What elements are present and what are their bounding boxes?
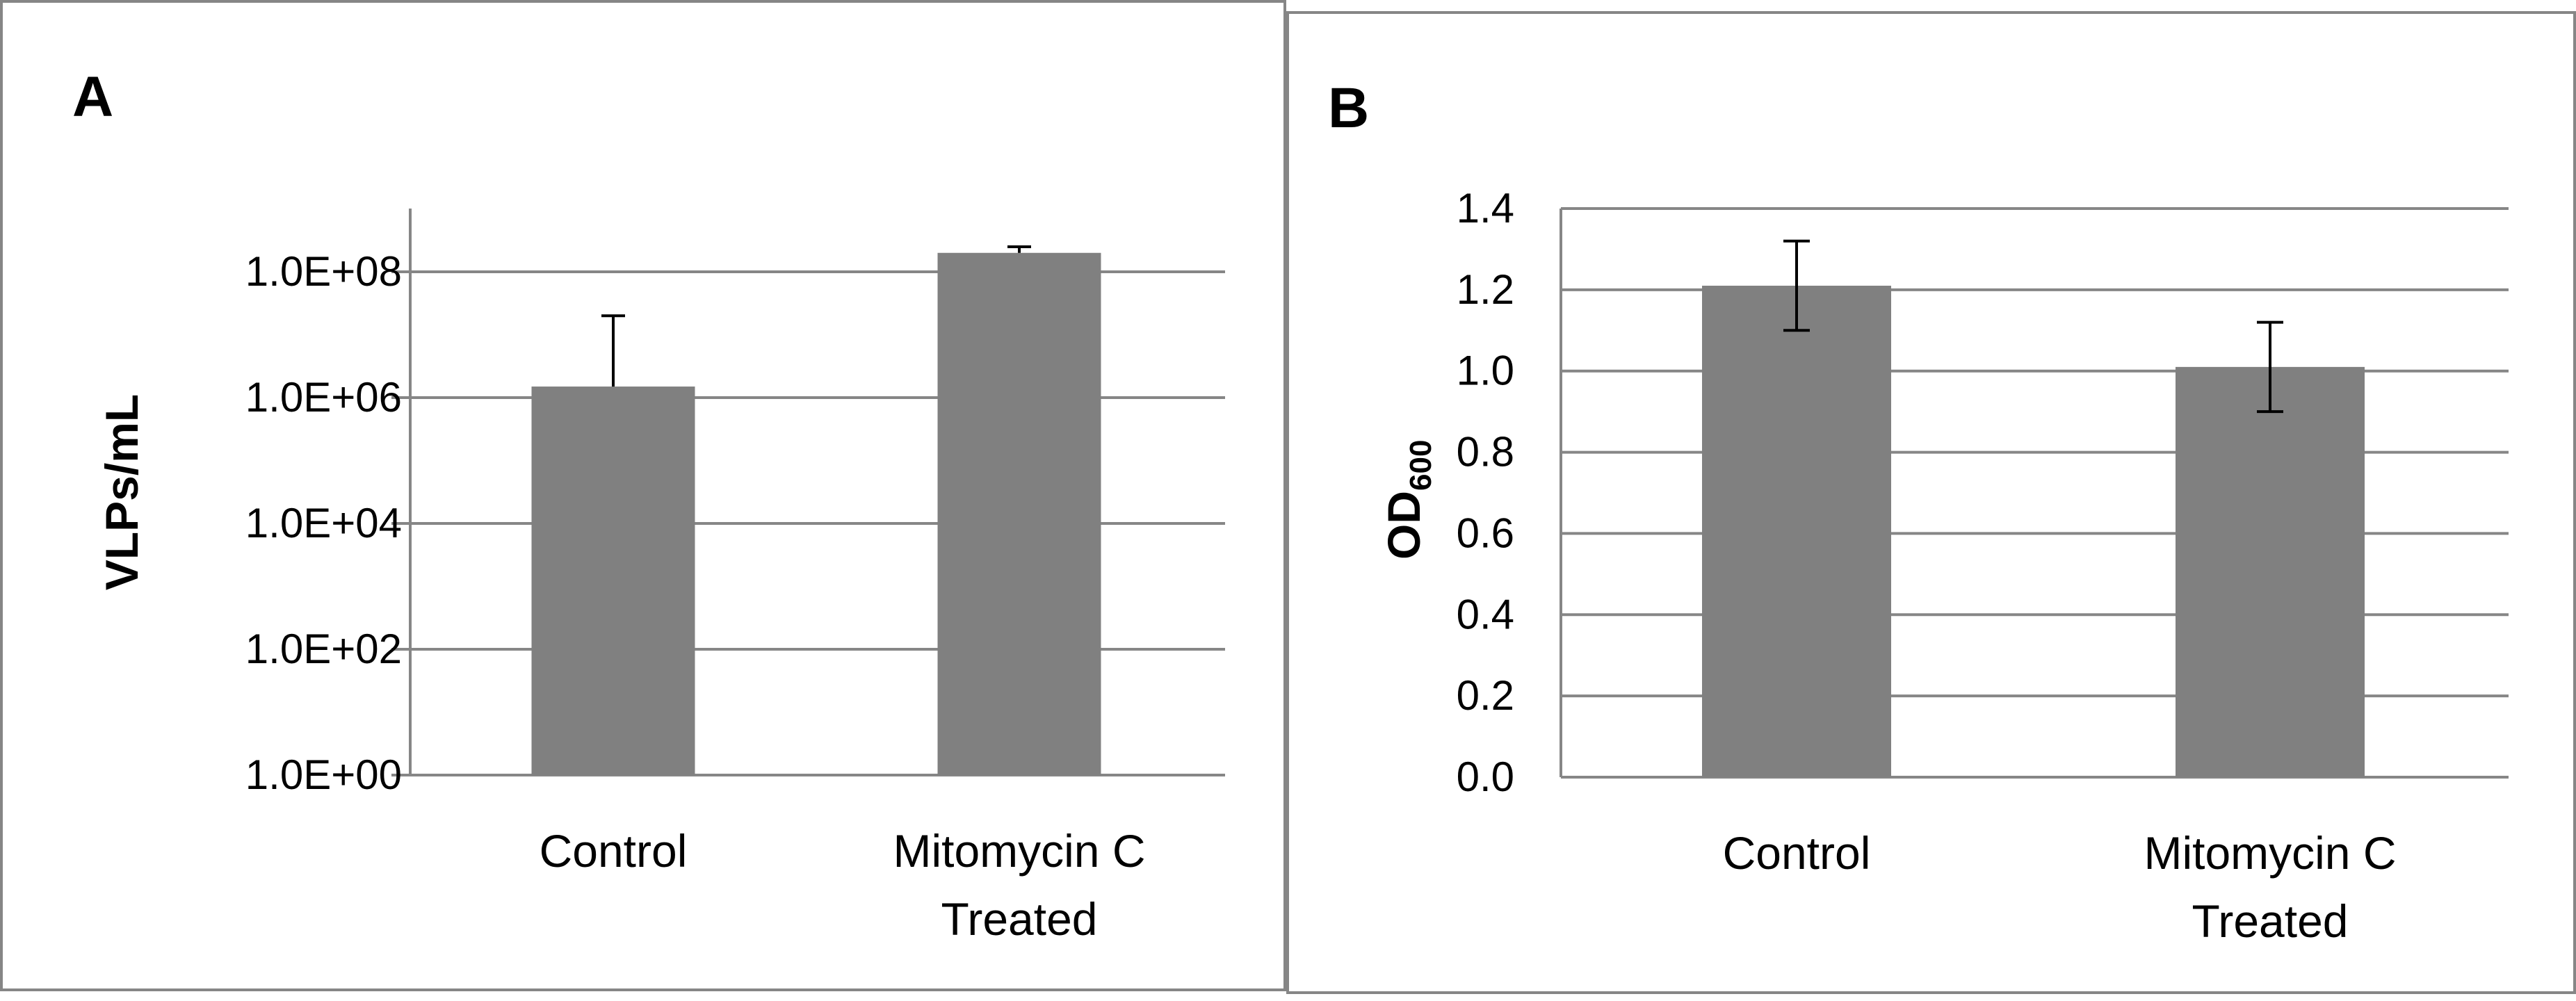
bar-b-1	[2176, 366, 2365, 777]
ytick-label: 1.0	[1457, 348, 1514, 394]
ytick-label: 0.8	[1457, 429, 1514, 475]
panel-b-bars	[1702, 286, 2365, 777]
ytick-label: 1.2	[1457, 266, 1514, 313]
ytick-label: 1.0E+08	[245, 248, 402, 295]
panel-a: A 1.0E+00 1.0E+02 1.0E+04 1.0E+06 1.0E+08 Co…	[0, 0, 1286, 991]
panel-b-y-axis-title-sub: 600	[1404, 440, 1438, 491]
panel-a-ytick-labels: 1.0E+00 1.0E+02 1.0E+04 1.0E+06 1.0E+08	[245, 248, 402, 798]
panel-a-category-label: Treated	[941, 893, 1097, 945]
panel-a-error-bars	[601, 245, 1031, 387]
ytick-label: 0.4	[1457, 591, 1514, 637]
panel-b-error-bars	[1783, 239, 2283, 414]
panel-a-category-label: Mitomycin C	[893, 825, 1145, 877]
panel-a-label: A	[72, 65, 113, 129]
panel-b-category-label: Treated	[2192, 895, 2348, 947]
bar-a-0	[531, 386, 695, 775]
panel-b-ytick-labels: 0.0 0.2 0.4 0.6 0.8 1.0 1.2 1.4	[1457, 185, 1514, 800]
panel-b-category-label: Mitomycin C	[2144, 827, 2396, 879]
ytick-label: 1.0E+02	[245, 626, 402, 672]
panel-a-category-labels: Control Mitomycin C Treated	[540, 825, 1146, 945]
ytick-label: 0.0	[1457, 754, 1514, 800]
bar-a-1	[937, 252, 1101, 775]
panel-b-category-labels: Control Mitomycin C Treated	[1723, 827, 2397, 947]
panel-a-bars	[531, 252, 1101, 775]
panel-b: B 0.0 0.2 0.4 0.6 0.8 1.0 1.2 1.4 Control Mitom…	[1286, 11, 2576, 994]
bar-b-0	[1702, 286, 1891, 777]
panel-b-category-label: Control	[1723, 827, 1871, 879]
ytick-label: 0.6	[1457, 510, 1514, 556]
panel-a-y-axis-title: VLPs/mL	[96, 394, 147, 590]
panel-a-category-label: Control	[540, 825, 688, 877]
ytick-label: 1.0E+04	[245, 500, 402, 546]
ytick-label: 1.4	[1457, 185, 1514, 231]
panel-b-y-axis-title-main: OD	[1378, 491, 1429, 560]
ytick-label: 1.0E+06	[245, 374, 402, 421]
panel-b-label: B	[1328, 76, 1369, 140]
panel-b-y-axis-title: OD600	[1378, 440, 1438, 560]
ytick-label: 0.2	[1457, 672, 1514, 719]
ytick-label: 1.0E+00	[245, 751, 402, 798]
